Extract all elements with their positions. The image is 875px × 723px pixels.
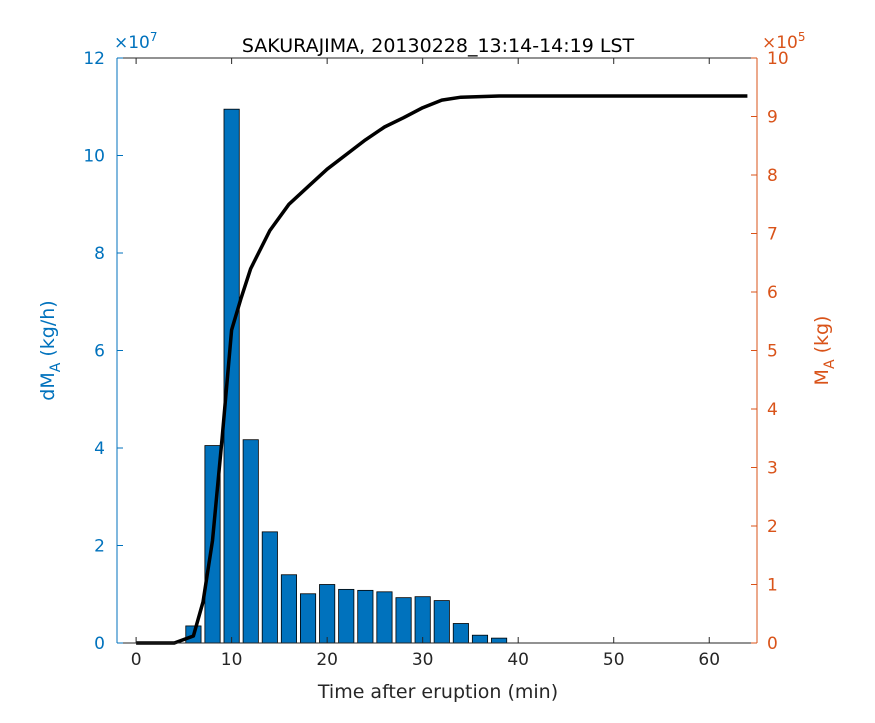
left-tick-label: 2 bbox=[94, 537, 105, 557]
bar bbox=[414, 596, 431, 644]
x-tick-label: 60 bbox=[698, 650, 720, 670]
left-tick-label: 4 bbox=[94, 439, 105, 459]
right-tick-label: 5 bbox=[767, 342, 778, 362]
left-tick-label: 12 bbox=[83, 49, 105, 69]
right-tick-label: 3 bbox=[767, 459, 778, 479]
left-axis-label: dMA (kg/h) bbox=[37, 300, 64, 400]
right-axis-label-sub: A bbox=[822, 359, 838, 369]
bar bbox=[433, 600, 450, 644]
right-tick-label: 6 bbox=[767, 283, 778, 303]
bar bbox=[242, 439, 259, 644]
x-tick-label: 20 bbox=[316, 650, 338, 670]
right-tick-label: 4 bbox=[767, 400, 778, 420]
left-tick-label: 0 bbox=[94, 634, 105, 654]
right-tick-label: 8 bbox=[767, 166, 778, 186]
labels: SAKURAJIMA, 20130228_13:14-14:19 LST Tim… bbox=[242, 35, 635, 703]
right-tick-label: 9 bbox=[767, 108, 778, 128]
x-tick-label: 40 bbox=[507, 650, 529, 670]
x-tick-label: 10 bbox=[221, 650, 243, 670]
left-axis-label-unit: (kg/h) bbox=[37, 300, 59, 362]
left-axis-label-sub: A bbox=[48, 362, 64, 372]
bar bbox=[491, 637, 508, 644]
x-tick-label: 30 bbox=[412, 650, 434, 670]
bar bbox=[452, 623, 469, 644]
bar bbox=[395, 597, 412, 644]
right-axis-label: MA (kg) bbox=[811, 316, 838, 386]
right-tick-label: 10 bbox=[767, 49, 789, 69]
bar bbox=[280, 574, 297, 644]
right-tick-label: 7 bbox=[767, 225, 778, 245]
right-tick-label: 2 bbox=[767, 517, 778, 537]
x-tick-label: 0 bbox=[131, 650, 142, 670]
x-axis-label: Time after eruption (min) bbox=[317, 681, 558, 703]
left-exponent-label: ×107 bbox=[114, 30, 158, 53]
bar bbox=[300, 593, 317, 644]
cumulative-mass-line bbox=[136, 94, 748, 645]
bar bbox=[357, 589, 374, 644]
right-tick-label: 0 bbox=[767, 634, 778, 654]
left-tick-label: 8 bbox=[94, 244, 105, 264]
x-tick-label: 50 bbox=[603, 650, 625, 670]
right-exponent-power: 5 bbox=[798, 30, 806, 44]
bar bbox=[471, 634, 489, 644]
bar bbox=[376, 591, 393, 644]
chart-title: SAKURAJIMA, 20130228_13:14-14:19 LST bbox=[242, 35, 635, 57]
bar bbox=[261, 531, 278, 644]
left-exponent-power: 7 bbox=[150, 30, 158, 44]
bar-series bbox=[185, 108, 508, 644]
right-tick-label: 1 bbox=[767, 576, 778, 596]
right-exponent-label: ×105 bbox=[762, 30, 806, 53]
bar bbox=[338, 588, 355, 644]
left-tick-label: 6 bbox=[94, 342, 105, 362]
bar bbox=[319, 584, 336, 644]
right-axis-label-unit: (kg) bbox=[811, 316, 833, 360]
left-tick-label: 10 bbox=[83, 147, 105, 167]
